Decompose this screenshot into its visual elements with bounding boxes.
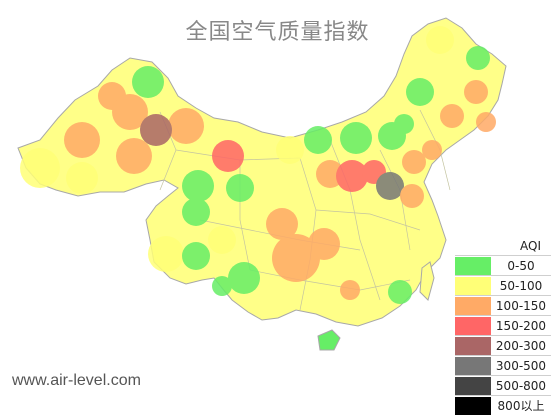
site-watermark: www.air-level.com	[12, 372, 141, 389]
hainan-island	[317, 329, 341, 351]
legend-item: 500-800	[455, 375, 551, 395]
aqi-region	[426, 26, 454, 54]
legend-swatch	[455, 316, 491, 335]
legend-label: 200-300	[495, 338, 547, 353]
aqi-region	[208, 226, 236, 254]
aqi-region	[66, 162, 98, 194]
legend-swatch	[455, 356, 491, 375]
legend-item: 800以上	[455, 395, 551, 415]
aqi-region	[388, 280, 412, 304]
legend-label: 500-800	[495, 378, 547, 393]
legend-label: 300-500	[495, 358, 547, 373]
aqi-region	[272, 234, 320, 282]
aqi-region	[168, 108, 204, 144]
aqi-regions	[20, 26, 496, 304]
map-title: 全国空气质量指数	[185, 20, 370, 45]
aqi-region	[402, 150, 426, 174]
aqi-region	[20, 148, 60, 188]
legend-item: 200-300	[455, 335, 551, 355]
legend-swatch	[455, 376, 491, 395]
aqi-region	[406, 78, 434, 106]
china-aqi-map	[17, 17, 507, 351]
aqi-region	[132, 66, 164, 98]
aqi-region	[304, 126, 332, 154]
legend-swatch	[455, 296, 491, 315]
aqi-region	[212, 276, 232, 296]
aqi-region	[228, 262, 260, 294]
aqi-region	[64, 122, 100, 158]
aqi-region	[336, 160, 368, 192]
aqi-region	[476, 112, 496, 132]
legend-swatch	[455, 256, 491, 275]
legend-item: 50-100	[455, 275, 551, 295]
aqi-region	[340, 122, 372, 154]
legend-swatch	[455, 276, 491, 295]
aqi-region	[308, 228, 340, 260]
aqi-region	[266, 208, 298, 240]
aqi-region	[440, 104, 464, 128]
aqi-region	[466, 46, 490, 70]
aqi-region	[340, 280, 360, 300]
legend-swatch	[455, 336, 491, 355]
legend-swatch	[455, 396, 491, 415]
taiwan-island	[419, 261, 435, 301]
legend-item: 300-500	[455, 355, 551, 375]
legend-label: 100-150	[495, 298, 547, 313]
aqi-region	[112, 94, 148, 130]
legend-item: 100-150	[455, 295, 551, 315]
aqi-region	[276, 136, 304, 164]
legend-item: 0-50	[455, 255, 551, 275]
aqi-region	[182, 242, 210, 270]
aqi-region	[182, 198, 210, 226]
aqi-region	[116, 138, 152, 174]
aqi-region	[422, 140, 442, 160]
aqi-region	[226, 174, 254, 202]
aqi-region	[394, 114, 414, 134]
legend-title: AQI	[520, 239, 541, 253]
legend-label: 150-200	[495, 318, 547, 333]
aqi-region	[148, 236, 184, 272]
aqi-legend: AQI 0-50 50-100 100-150 150-200 200-300 300-5…	[455, 237, 551, 415]
aqi-region	[464, 80, 488, 104]
legend-label: 0-50	[507, 258, 535, 273]
aqi-region	[376, 172, 404, 200]
legend-label: 50-100	[499, 278, 543, 293]
aqi-region	[140, 114, 172, 146]
aqi-region	[212, 140, 244, 172]
aqi-region	[400, 184, 424, 208]
legend-item: 150-200	[455, 315, 551, 335]
aqi-region	[182, 170, 214, 202]
